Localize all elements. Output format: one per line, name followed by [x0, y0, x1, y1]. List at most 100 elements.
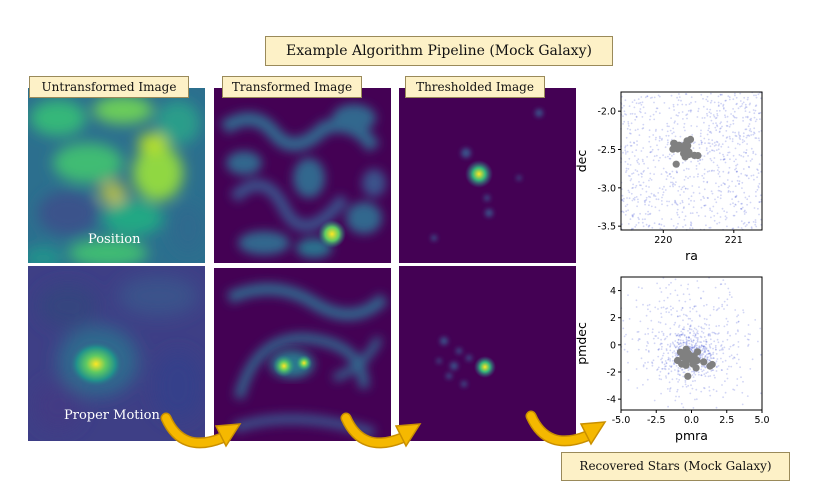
field-star-point — [672, 177, 675, 179]
field-star-point — [668, 283, 670, 286]
field-star-point — [673, 121, 676, 124]
field-star-point — [642, 171, 645, 173]
field-star-point — [670, 218, 673, 221]
field-star-point — [669, 360, 671, 362]
field-star-point — [685, 167, 688, 170]
field-star-point — [677, 370, 679, 373]
field-star-point — [635, 299, 638, 302]
field-star-point — [729, 203, 732, 206]
field-star-point — [676, 123, 679, 125]
field-star-point — [661, 188, 664, 190]
field-star-point — [719, 93, 722, 96]
field-star-point — [704, 350, 707, 352]
field-star-point — [712, 369, 715, 371]
field-star-point — [667, 356, 670, 359]
field-star-point — [705, 147, 708, 150]
field-star-point — [705, 341, 708, 343]
field-star-point — [685, 341, 688, 344]
field-star-point — [746, 338, 749, 341]
field-star-point — [667, 373, 670, 375]
field-star-point — [637, 339, 640, 342]
field-star-point — [716, 110, 718, 112]
field-star-point — [690, 348, 693, 351]
field-star-point — [696, 330, 699, 332]
field-star-point — [757, 186, 760, 189]
field-star-point — [699, 135, 702, 138]
field-star-point — [673, 345, 676, 348]
field-star-point — [710, 99, 713, 102]
field-star-point — [727, 146, 730, 148]
recovered-star-point — [700, 358, 708, 366]
field-star-point — [700, 141, 703, 144]
field-star-point — [713, 150, 716, 152]
field-star-point — [714, 117, 717, 120]
field-star-point — [627, 379, 630, 381]
field-star-point — [711, 143, 714, 145]
field-star-point — [724, 215, 727, 218]
field-star-point — [678, 96, 681, 98]
field-star-point — [626, 127, 629, 130]
field-star-point — [641, 127, 644, 130]
field-star-point — [645, 223, 648, 226]
field-star-point — [678, 216, 681, 219]
field-star-point — [720, 102, 722, 105]
field-star-point — [633, 141, 635, 144]
radec-field-stars — [620, 91, 763, 231]
field-star-point — [668, 368, 670, 370]
field-star-point — [649, 151, 652, 153]
field-star-point — [709, 130, 712, 133]
field-star-point — [666, 122, 669, 125]
field-star-point — [644, 96, 647, 99]
field-star-point — [755, 94, 757, 97]
field-star-point — [622, 115, 624, 117]
field-star-point — [633, 198, 636, 201]
field-star-point — [662, 191, 665, 194]
field-star-point — [662, 354, 664, 357]
field-star-point — [670, 94, 673, 97]
field-star-point — [657, 148, 660, 151]
y-tick-label: -3.5 — [597, 222, 616, 233]
field-star-point — [693, 327, 696, 330]
field-star-point — [660, 139, 663, 141]
field-star-point — [682, 406, 685, 409]
field-star-point — [726, 154, 729, 156]
field-star-point — [700, 93, 703, 96]
field-star-point — [647, 167, 649, 169]
field-star-point — [732, 202, 734, 205]
field-star-point — [721, 384, 723, 386]
field-star-point — [707, 350, 710, 353]
field-star-point — [682, 207, 685, 210]
field-star-point — [691, 134, 694, 136]
field-star-point — [712, 357, 715, 359]
field-star-point — [758, 182, 761, 185]
field-star-point — [689, 110, 692, 113]
field-star-point — [705, 149, 708, 152]
field-star-point — [705, 372, 708, 374]
field-star-point — [734, 134, 737, 137]
field-star-point — [707, 349, 709, 352]
field-star-point — [696, 280, 699, 282]
field-star-point — [707, 349, 710, 352]
field-star-point — [687, 336, 690, 339]
field-star-point — [753, 178, 755, 181]
field-star-point — [700, 354, 702, 357]
field-star-point — [723, 158, 726, 160]
field-star-point — [687, 323, 689, 326]
field-star-point — [669, 129, 672, 132]
field-star-point — [706, 108, 709, 111]
field-star-point — [680, 333, 683, 336]
field-star-point — [634, 169, 637, 171]
field-star-point — [664, 368, 667, 371]
field-star-point — [689, 392, 692, 395]
field-star-point — [676, 310, 678, 312]
field-star-point — [670, 370, 673, 373]
field-star-point — [634, 196, 636, 199]
field-star-point — [703, 188, 706, 191]
field-star-point — [659, 137, 661, 140]
field-star-point — [641, 158, 644, 161]
field-star-point — [712, 388, 715, 391]
field-star-point — [683, 169, 685, 172]
field-star-point — [703, 327, 705, 330]
field-star-point — [676, 334, 679, 337]
field-star-point — [754, 120, 757, 123]
